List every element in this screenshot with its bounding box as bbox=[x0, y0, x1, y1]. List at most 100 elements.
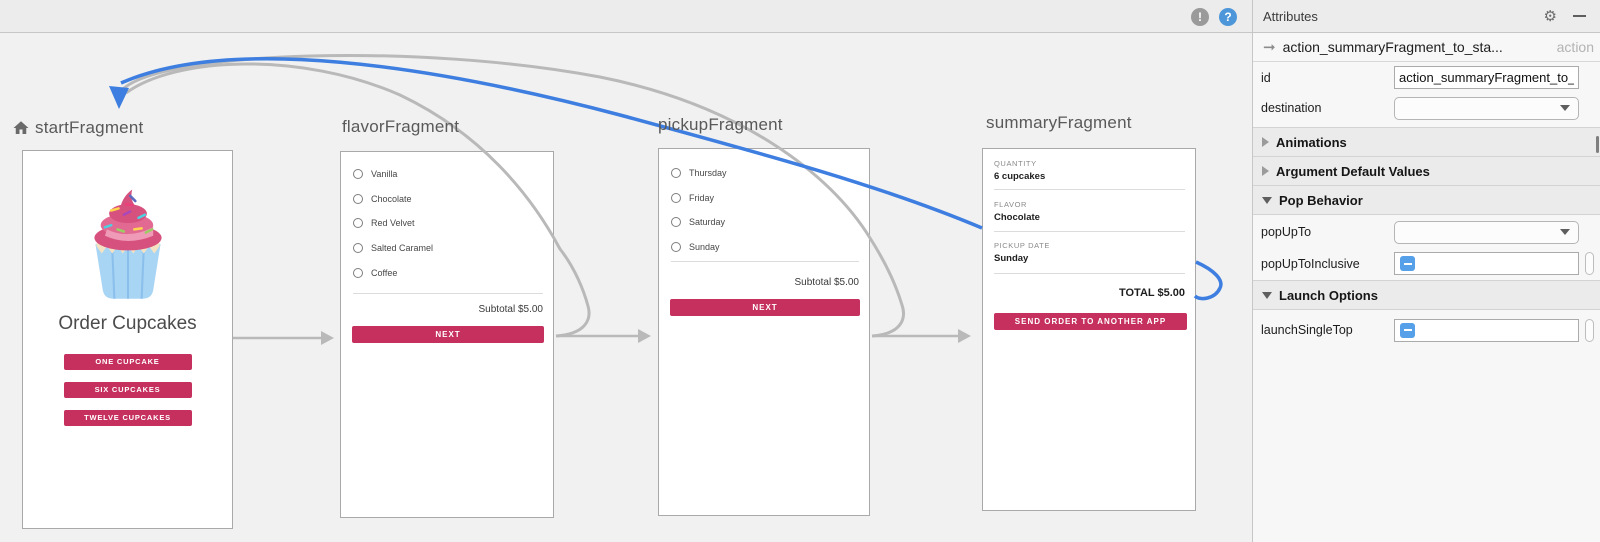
popupto-row: popUpTo bbox=[1253, 215, 1600, 249]
destination-row: destination bbox=[1253, 93, 1600, 123]
section-pop-behavior[interactable]: Pop Behavior bbox=[1253, 185, 1600, 215]
fragment-title-label: pickupFragment bbox=[658, 115, 783, 134]
fragment-title-summary[interactable]: summaryFragment bbox=[986, 113, 1132, 133]
popuptoinclusive-label: popUpToInclusive bbox=[1261, 256, 1360, 271]
chevron-down-icon bbox=[1560, 105, 1570, 111]
flavor-option: Coffee bbox=[371, 268, 398, 278]
expanded-chevron-icon bbox=[1262, 291, 1272, 299]
summary-row-label: FLAVOR bbox=[994, 200, 1028, 209]
pickup-option: Thursday bbox=[689, 168, 727, 178]
radio-icon bbox=[353, 243, 363, 253]
summary-row-value: Chocolate bbox=[994, 212, 1040, 223]
action-arrow-icon: ➞ bbox=[1263, 39, 1276, 56]
home-icon bbox=[13, 121, 29, 134]
gear-icon[interactable]: ⚙ bbox=[1543, 8, 1557, 25]
indeterminate-checkbox-icon[interactable] bbox=[1400, 256, 1415, 271]
pickup-option: Saturday bbox=[689, 217, 726, 227]
popupto-label: popUpTo bbox=[1261, 225, 1312, 239]
radio-icon bbox=[353, 169, 363, 179]
fragment-title-label: startFragment bbox=[35, 118, 144, 137]
action-name-row: ➞ action_summaryFragment_to_sta... actio… bbox=[1253, 33, 1600, 62]
divider bbox=[994, 189, 1185, 190]
edge-pickup-to-summary-arrowhead bbox=[958, 329, 971, 343]
popuptoinclusive-row: popUpToInclusive bbox=[1253, 249, 1600, 278]
popuptoinclusive-flag-pill[interactable] bbox=[1585, 252, 1594, 275]
edge-flavor-to-pickup-arrowhead bbox=[638, 329, 651, 343]
summary-row-value: 6 cupcakes bbox=[994, 171, 1046, 182]
radio-icon bbox=[671, 217, 681, 227]
six-cupcakes-button: SIX CUPCAKES bbox=[63, 382, 192, 398]
id-row: id bbox=[1253, 62, 1600, 93]
summary-row-label: QUANTITY bbox=[994, 159, 1037, 168]
subtotal-text: Subtotal $5.00 bbox=[794, 277, 860, 288]
minimize-icon[interactable] bbox=[1573, 15, 1586, 17]
fragment-card-flavor[interactable]: Vanilla Chocolate Red Velvet Salted Cara… bbox=[340, 151, 554, 518]
id-label: id bbox=[1261, 70, 1271, 85]
next-button: NEXT bbox=[352, 326, 544, 343]
section-animations[interactable]: Animations bbox=[1253, 127, 1600, 157]
warning-icon[interactable]: ! bbox=[1191, 8, 1209, 26]
collapsed-chevron-icon bbox=[1262, 166, 1269, 176]
next-button: NEXT bbox=[670, 299, 860, 316]
pickup-option: Sunday bbox=[689, 242, 720, 252]
section-launch-options[interactable]: Launch Options bbox=[1253, 280, 1600, 310]
radio-icon bbox=[671, 193, 681, 203]
canvas-toolbar: ! ? bbox=[0, 0, 1252, 33]
order-cupcakes-heading: Order Cupcakes bbox=[58, 313, 197, 334]
destination-dropdown[interactable] bbox=[1394, 96, 1579, 120]
action-type-label: action bbox=[1556, 39, 1594, 55]
edge-summary-to-start-arrowhead bbox=[109, 86, 129, 109]
fragment-title-flavor[interactable]: flavorFragment bbox=[342, 117, 459, 137]
radio-icon bbox=[671, 168, 681, 178]
flavor-option: Salted Caramel bbox=[371, 243, 434, 253]
action-name: action_summaryFragment_to_sta... bbox=[1282, 39, 1503, 55]
edge-start-to-flavor-arrowhead bbox=[321, 331, 334, 345]
launchsingletop-label: launchSingleTop bbox=[1261, 323, 1353, 337]
launchsingletop-field[interactable] bbox=[1394, 318, 1579, 342]
fragment-title-label: summaryFragment bbox=[986, 113, 1132, 132]
fragment-card-start[interactable]: Order Cupcakes ONE CUPCAKE SIX CUPCAKES … bbox=[22, 150, 233, 529]
launchsingletop-flag-pill[interactable] bbox=[1585, 318, 1594, 342]
divider bbox=[994, 231, 1185, 232]
chevron-down-icon bbox=[1560, 229, 1570, 235]
radio-icon bbox=[353, 218, 363, 228]
attributes-panel: Attributes ⚙ ➞ action_summaryFragment_to… bbox=[1252, 0, 1600, 542]
divider bbox=[353, 293, 543, 294]
fragment-title-pickup[interactable]: pickupFragment bbox=[658, 115, 783, 135]
destination-label: destination bbox=[1261, 101, 1322, 115]
fragment-card-summary[interactable]: QUANTITY 6 cupcakes FLAVOR Chocolate PIC… bbox=[982, 148, 1196, 511]
indeterminate-checkbox-icon[interactable] bbox=[1400, 322, 1415, 338]
fragment-title-label: flavorFragment bbox=[342, 117, 460, 136]
radio-icon bbox=[353, 268, 363, 278]
one-cupcake-button: ONE CUPCAKE bbox=[63, 354, 192, 370]
popupto-dropdown[interactable] bbox=[1394, 220, 1579, 244]
id-input[interactable] bbox=[1394, 66, 1579, 89]
subtotal-text: Subtotal $5.00 bbox=[478, 304, 544, 315]
divider bbox=[671, 261, 859, 262]
flavor-option: Vanilla bbox=[371, 169, 398, 179]
fragment-card-pickup[interactable]: Thursday Friday Saturday Sunday Subtotal… bbox=[658, 148, 870, 516]
fragment-title-start[interactable]: startFragment bbox=[12, 118, 143, 138]
total-text: TOTAL $5.00 bbox=[1118, 287, 1185, 299]
launchsingletop-row: launchSingleTop bbox=[1253, 310, 1600, 350]
radio-icon bbox=[353, 194, 363, 204]
help-icon[interactable]: ? bbox=[1219, 8, 1237, 26]
divider bbox=[994, 273, 1185, 274]
flavor-option: Chocolate bbox=[371, 194, 412, 204]
popuptoinclusive-field[interactable] bbox=[1394, 252, 1579, 275]
panel-scrollbar[interactable] bbox=[1596, 136, 1599, 153]
expanded-chevron-icon bbox=[1262, 196, 1272, 204]
cupcake-image bbox=[94, 189, 162, 299]
flavor-option: Red Velvet bbox=[371, 218, 415, 228]
nav-graph-canvas[interactable]: ! ? startFragment bbox=[0, 0, 1252, 542]
attributes-panel-header: Attributes ⚙ bbox=[1253, 0, 1600, 33]
section-argument-default-values[interactable]: Argument Default Values bbox=[1253, 156, 1600, 186]
twelve-cupcakes-button: TWELVE CUPCAKES bbox=[63, 410, 192, 426]
pickup-option: Friday bbox=[689, 193, 715, 203]
radio-icon bbox=[671, 242, 681, 252]
collapsed-chevron-icon bbox=[1262, 137, 1269, 147]
summary-row-label: PICKUP DATE bbox=[994, 241, 1050, 250]
send-order-button: SEND ORDER TO ANOTHER APP bbox=[994, 313, 1187, 330]
edge-summary-to-start-loop[interactable] bbox=[1193, 260, 1223, 301]
